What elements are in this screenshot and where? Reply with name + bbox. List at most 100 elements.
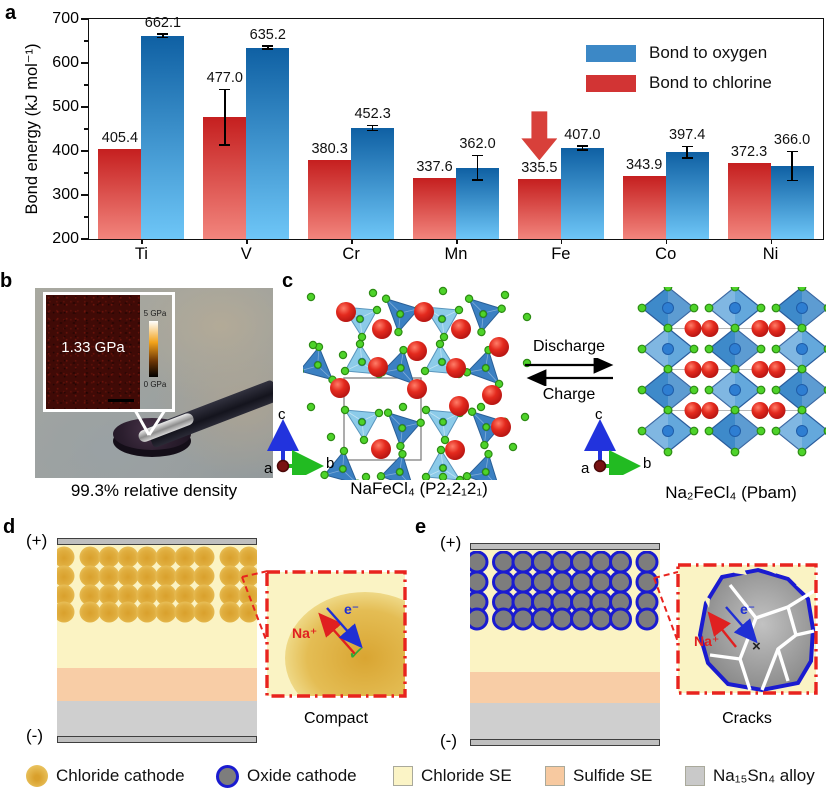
x-category-label: Ni — [762, 245, 779, 263]
cathode-particle — [136, 546, 158, 568]
cathode-particle — [193, 601, 215, 623]
cathode-particle — [174, 584, 196, 606]
bar-V — [246, 47, 290, 239]
value-label: 362.0 — [459, 136, 496, 153]
panel-e-letter: e — [415, 516, 427, 538]
error-cap — [157, 33, 169, 35]
y-tick-label: 200 — [52, 229, 79, 247]
colorbar-min: 0 GPa — [143, 380, 167, 389]
bar-Mn — [413, 178, 456, 239]
bar-Cr — [308, 159, 352, 239]
x-tick — [141, 239, 144, 244]
legend-label: Bond to oxygen — [649, 43, 768, 62]
cathode-particle — [609, 607, 632, 631]
cathode-particle — [531, 551, 554, 574]
cathode-particle — [174, 601, 196, 623]
y-tick — [84, 128, 89, 130]
cathode-particle — [174, 565, 196, 587]
y-tick — [81, 238, 89, 240]
error-cap — [472, 179, 483, 181]
cathode-particle — [79, 601, 101, 623]
value-label: 635.2 — [249, 26, 286, 43]
na-atoms — [330, 302, 511, 460]
zoom-connector — [241, 570, 269, 646]
cathode-particle — [470, 607, 489, 631]
x-category-label: Co — [655, 245, 677, 263]
y-tick — [81, 150, 89, 152]
cathode-particle — [550, 607, 574, 631]
cathode-particle — [570, 570, 593, 594]
cathode-particle — [238, 546, 257, 568]
y-tick-label: 700 — [52, 9, 79, 27]
cathode-particle — [117, 601, 139, 623]
error-cap — [576, 149, 588, 151]
cathode-particle — [219, 546, 241, 568]
cathode-particle — [136, 584, 158, 606]
sulfide-se-layer — [57, 668, 257, 701]
cathode-particle — [98, 546, 120, 568]
cathode-particle — [193, 584, 215, 606]
error-bar — [162, 33, 164, 38]
cathode-particle — [470, 570, 489, 594]
y-tick — [84, 172, 89, 174]
cathode-particle — [219, 565, 241, 587]
axis-c-label: c — [278, 406, 286, 423]
y-tick — [84, 216, 89, 218]
bar-Cr — [351, 127, 395, 239]
panel-b-letter: b — [0, 270, 13, 292]
cl-atoms-scattered — [306, 286, 532, 480]
y-tick-label: 300 — [52, 185, 79, 203]
value-label: 407.0 — [564, 126, 601, 143]
legend-label: Bond to chlorine — [649, 73, 772, 92]
cathode-particle — [117, 546, 139, 568]
x-category-label: V — [240, 245, 252, 263]
panel-c-letter: c — [282, 270, 294, 292]
error-cap — [786, 179, 798, 182]
error-bar — [686, 146, 688, 158]
cathode-particle — [136, 565, 158, 587]
cathode-particle — [570, 607, 593, 631]
inset-pointer — [133, 409, 167, 436]
x-category-label: Mn — [444, 245, 468, 263]
error-cap — [681, 157, 693, 159]
scale-bar — [108, 399, 134, 402]
value-label: 366.0 — [773, 132, 811, 149]
bar-Ni — [727, 163, 771, 239]
discharge-label: Discharge — [532, 338, 606, 355]
cathode-particle — [219, 584, 241, 606]
cathode-particle — [57, 601, 75, 623]
sodium-ion-label: Na⁺ — [694, 633, 720, 649]
legend-item-alloy: Na₁₅Sn₄ alloy — [685, 764, 815, 788]
cathode-particle — [609, 551, 632, 574]
value-label: 405.4 — [101, 129, 139, 146]
value-label: 452.3 — [354, 106, 391, 123]
sodium-ion-label: Na⁺ — [292, 625, 318, 641]
sulfide-se-layer — [470, 672, 660, 703]
cathode-particle — [57, 546, 75, 568]
axis-b-label: b — [326, 455, 335, 472]
legend-row: Bond to oxygen — [586, 43, 772, 63]
alloy-swatch — [685, 766, 705, 786]
legend-item-chloride-se: Chloride SE — [393, 764, 512, 788]
bar-Ti — [98, 148, 142, 239]
cathode-particle — [79, 546, 101, 568]
current-collector — [57, 736, 257, 743]
error-cap — [219, 144, 231, 146]
x-tick — [456, 239, 458, 244]
legend-item-oxide-cathode: Oxide cathode — [216, 764, 357, 788]
bar-Fe — [560, 147, 604, 239]
y-tick — [84, 40, 89, 42]
axis-a-label: a — [581, 460, 590, 477]
bar-Co — [622, 175, 666, 239]
chloride-se-swatch — [393, 766, 413, 786]
current-collector — [57, 538, 257, 545]
panel-a-letter: a — [5, 2, 17, 24]
cathode-particle — [79, 584, 101, 606]
electron-label: e⁻ — [740, 601, 756, 617]
zoom-connector — [653, 571, 679, 643]
bar-Fe — [517, 179, 561, 239]
cathode-particle — [117, 584, 139, 606]
error-cap — [262, 44, 274, 47]
error-bar — [476, 155, 479, 181]
y-tick — [84, 84, 89, 86]
